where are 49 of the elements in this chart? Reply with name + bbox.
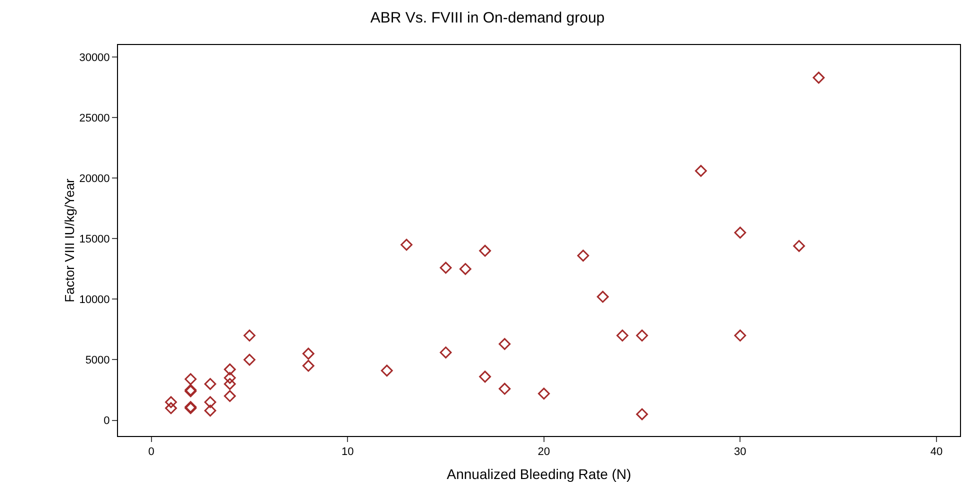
- point: [400, 238, 412, 251]
- point: [479, 370, 491, 383]
- x-tick-label: 0: [148, 446, 154, 458]
- point: [498, 382, 511, 395]
- y-tick-label: 0: [104, 415, 110, 428]
- point: [302, 348, 314, 360]
- point: [734, 330, 746, 342]
- point: [734, 226, 746, 239]
- point: [577, 250, 590, 262]
- point: [694, 164, 707, 177]
- point: [812, 72, 825, 84]
- point: [224, 363, 236, 376]
- point: [596, 290, 609, 303]
- x-axis-title: Annualized Bleeding Rate (N): [446, 466, 632, 482]
- point: [224, 372, 236, 384]
- x-tick-label: 10: [342, 446, 354, 458]
- y-tick-label: 10000: [79, 294, 110, 306]
- y-axis-title: Factor VIII IU/kg/Year: [62, 178, 78, 302]
- point: [636, 408, 648, 420]
- point: [244, 330, 256, 342]
- point: [616, 330, 628, 342]
- point: [440, 262, 452, 274]
- y-tick-label: 15000: [79, 234, 110, 246]
- point: [302, 360, 314, 372]
- chart-title: ABR Vs. FVIII in On-demand group: [370, 10, 605, 27]
- point: [479, 244, 491, 257]
- point: [459, 263, 472, 275]
- point: [793, 240, 806, 252]
- point: [440, 346, 452, 358]
- point: [224, 378, 236, 390]
- x-tick-label: 20: [538, 446, 550, 458]
- point: [204, 378, 216, 390]
- point: [538, 388, 550, 400]
- point: [224, 390, 236, 402]
- y-tick-label: 30000: [79, 52, 110, 64]
- y-tick-label: 5000: [85, 354, 110, 367]
- point: [204, 404, 216, 417]
- x-tick-label: 30: [734, 446, 746, 458]
- point: [380, 364, 393, 377]
- y-tick-label: 25000: [79, 112, 110, 124]
- point: [184, 373, 197, 386]
- point: [165, 396, 177, 408]
- point: [165, 402, 177, 414]
- point: [204, 396, 216, 408]
- x-tick-label: 40: [930, 446, 943, 458]
- point: [498, 338, 511, 350]
- point: [244, 354, 256, 366]
- point: [636, 330, 648, 342]
- y-tick-label: 20000: [79, 173, 110, 186]
